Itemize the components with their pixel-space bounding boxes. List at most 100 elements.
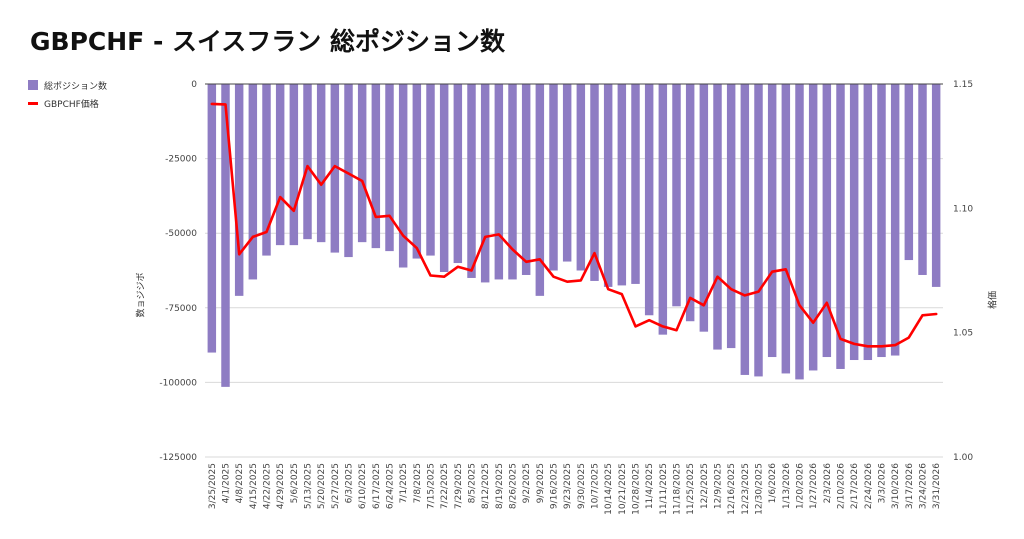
price-point (607, 288, 609, 290)
bar (549, 84, 558, 271)
price-point (662, 325, 664, 328)
price-point (279, 196, 281, 198)
price-point (224, 103, 227, 105)
price-point (634, 325, 637, 328)
x-tick-label: 4/15/2025 (249, 463, 259, 509)
x-tick-label: 3/31/2026 (932, 463, 942, 509)
x-tick-label: 7/1/2025 (399, 463, 409, 503)
price-point (347, 172, 350, 175)
bar (836, 84, 845, 369)
bar (713, 84, 722, 350)
bar (562, 84, 572, 262)
x-tick-label: 11/11/2025 (659, 463, 669, 515)
y-left-tick-label: -75000 (165, 304, 197, 314)
x-tick-label: 5/20/2025 (317, 463, 327, 509)
bar (521, 84, 531, 275)
bar (795, 84, 804, 380)
price-point (238, 253, 240, 255)
y-left-tick-label: -125000 (159, 453, 197, 463)
bar (726, 84, 736, 349)
x-tick-label: 9/23/2025 (563, 463, 573, 509)
x-tick-label: 2/3/2026 (823, 463, 833, 504)
x-tick-label: 3/24/2026 (919, 463, 929, 509)
x-tick-label: 3/3/2026 (878, 463, 888, 504)
price-point (443, 276, 445, 278)
y-right-tick-label: 1.10 (953, 204, 973, 214)
price-point (361, 180, 363, 182)
bar (672, 84, 681, 307)
legend-label-positions: 総ポジション数 (44, 81, 108, 92)
price-point (593, 252, 596, 254)
price-point (880, 345, 883, 347)
bar (877, 84, 886, 358)
x-tick-label: 12/30/2025 (755, 463, 765, 515)
bar (385, 84, 394, 252)
bar (494, 84, 504, 280)
x-tick-label: 1/13/2026 (782, 463, 792, 509)
bar (330, 84, 340, 253)
x-tick-label: 9/16/2025 (550, 463, 560, 509)
price-point (265, 231, 268, 233)
y-right-tick-label: 1.15 (953, 80, 973, 90)
x-tick-label: 6/3/2025 (345, 463, 355, 503)
legend-item-positions: 総ポジション数 (28, 76, 107, 94)
bar (344, 84, 353, 258)
legend-item-price: GBPCHF価格 (28, 94, 107, 112)
bar (767, 84, 777, 358)
x-tick-label: 4/29/2025 (276, 463, 286, 509)
bar (221, 84, 230, 387)
x-tick-label: 9/9/2025 (536, 463, 546, 503)
x-tick-label: 5/6/2025 (290, 463, 300, 503)
price-point (675, 329, 678, 331)
bar (289, 84, 299, 246)
bar (740, 84, 750, 375)
price-point (894, 344, 896, 346)
price-point (552, 276, 555, 278)
bar (849, 84, 859, 361)
price-point (853, 343, 855, 345)
x-tick-label: 1/27/2026 (809, 463, 819, 509)
price-line (210, 102, 938, 348)
bar (658, 84, 668, 335)
x-tick-label: 2/17/2026 (850, 463, 860, 509)
price-point (375, 216, 377, 218)
legend-label-price: GBPCHF価格 (44, 99, 99, 110)
legend-bar-swatch (28, 80, 38, 90)
price-point (402, 235, 404, 237)
price-point (388, 215, 391, 217)
x-tick-label: 11/18/2025 (673, 463, 683, 515)
bar (617, 84, 627, 286)
x-tick-label: 3/25/2025 (208, 463, 218, 509)
price-point (867, 345, 869, 347)
bar (781, 84, 791, 374)
bar (644, 84, 654, 316)
x-tick-label: 2/24/2026 (864, 463, 874, 509)
bar (371, 84, 381, 249)
price-point (716, 276, 719, 278)
price-point (566, 281, 568, 283)
bar (316, 84, 326, 243)
price-point (320, 184, 322, 186)
bar (453, 84, 463, 264)
bar (890, 84, 900, 356)
price-point (798, 304, 801, 306)
bar (904, 84, 914, 261)
price-point (839, 338, 842, 340)
bar (863, 84, 873, 361)
x-tick-label: 5/27/2025 (331, 463, 341, 509)
price-point (511, 248, 514, 250)
price-point (744, 294, 746, 296)
x-tick-label: 12/23/2025 (741, 463, 751, 515)
price-point (621, 293, 623, 295)
x-tick-label: 8/19/2025 (495, 463, 505, 509)
x-tick-label: 11/25/2025 (686, 463, 696, 515)
x-tick-label: 12/16/2025 (727, 463, 737, 515)
price-point (935, 313, 937, 315)
bar (535, 84, 545, 296)
bar (822, 84, 832, 358)
y-right-tick-label: 1.00 (953, 453, 973, 463)
legend: 総ポジション数 GBPCHF価格 (28, 76, 107, 112)
x-tick-label: 10/21/2025 (618, 463, 628, 515)
price-point (293, 210, 295, 212)
